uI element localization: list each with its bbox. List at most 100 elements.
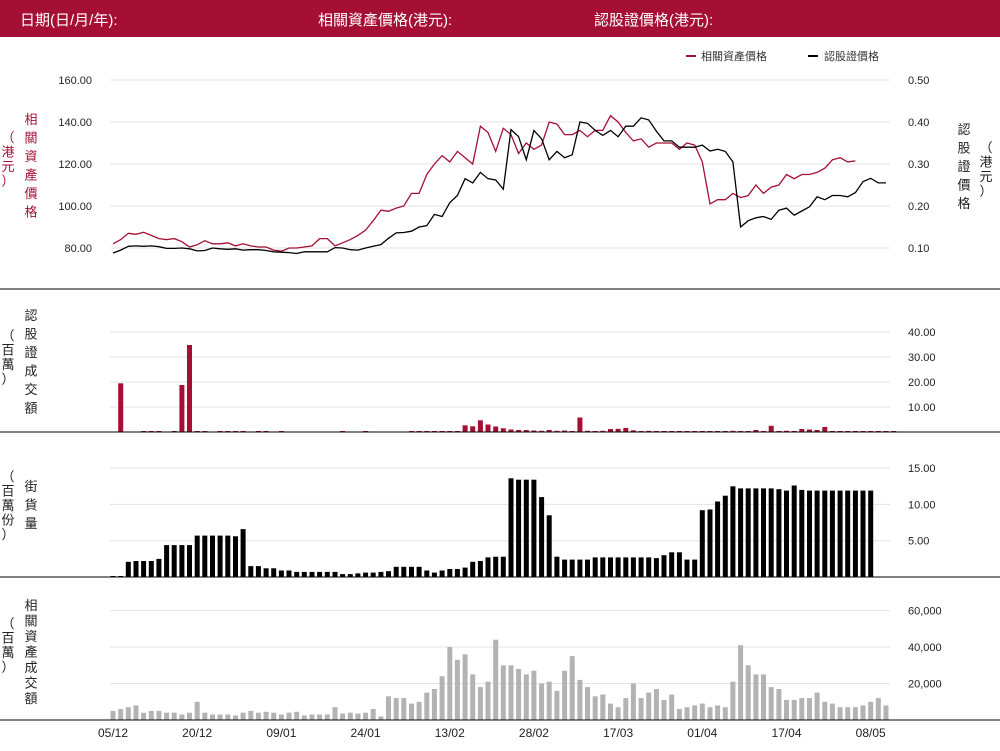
left-axis-unit-char: 港 (1, 145, 14, 160)
underlying-turnover-bar (271, 712, 277, 720)
underlying-turnover-bar (753, 674, 759, 720)
warrant-turnover-bar (523, 430, 529, 432)
outstanding-qty-bar (210, 535, 215, 577)
underlying-turnover-bar (638, 698, 644, 720)
underlying-turnover-bar (164, 712, 170, 720)
underlying-turnover-unit-char: （ (1, 616, 14, 631)
underlying-turnover-bar (187, 712, 192, 720)
outstanding-qty-bar (715, 501, 721, 577)
underlying-turnover-bar (156, 710, 162, 720)
underlying-turnover-tick-label: 40,000 (908, 642, 942, 654)
warrant-turnover-bar (531, 430, 537, 432)
outstanding-qty-bar (585, 559, 590, 577)
underlying-turnover-bar (301, 715, 307, 720)
underlying-turnover-axis-char: 產 (24, 645, 37, 660)
outstanding-qty-bar (470, 561, 476, 577)
underlying-turnover-bar (875, 698, 881, 720)
outstanding-qty-tick-label: 5.00 (908, 536, 929, 548)
outstanding-qty-bar (340, 574, 346, 577)
underlying-turnover-bar (217, 714, 223, 720)
underlying-turnover-bar (148, 710, 154, 720)
underlying-turnover-bar (707, 707, 713, 720)
underlying-turnover-bar (608, 703, 613, 720)
outstanding-qty-bar (187, 545, 192, 577)
right-axis-unit-char: （ (979, 140, 992, 155)
outstanding-qty-bar (439, 570, 445, 577)
outstanding-qty-bar (799, 489, 805, 577)
underlying-turnover-bar (286, 712, 292, 720)
outstanding-qty-tick-label: 10.00 (908, 499, 936, 511)
x-tick-label: 01/04 (687, 726, 717, 740)
underlying-turnover-bar (692, 705, 698, 720)
outstanding-qty-bar (248, 566, 254, 577)
warrant-turnover-unit-char: （ (1, 328, 14, 343)
outstanding-qty-bar (240, 529, 246, 577)
left-tick-label: 80.00 (64, 243, 92, 255)
underlying-turnover-bar (523, 674, 529, 720)
warrant-turnover-bar (508, 429, 514, 432)
left-axis-label-char: 資 (24, 149, 37, 164)
underlying-turnover-bar (531, 670, 537, 720)
outstanding-qty-bar (294, 571, 300, 577)
outstanding-qty-bar (539, 497, 545, 577)
right-tick-label: 0.50 (908, 75, 929, 87)
underlying-turnover-bar (516, 668, 522, 720)
warrant-turnover-bar (807, 429, 812, 432)
warrant-turnover-unit-char: 百 (1, 343, 14, 358)
underlying-turnover-bar (784, 699, 789, 720)
outstanding-qty-bar (676, 552, 682, 577)
underlying-turnover-bar (225, 714, 231, 720)
warrant-turnover-bar (500, 428, 506, 433)
outstanding-qty-bar (431, 572, 437, 577)
underlying-turnover-bar (577, 679, 583, 720)
legend-label-warrant: 認股證價格 (824, 49, 879, 63)
outstanding-qty-bar (447, 569, 453, 577)
warrant-turnover-unit-char: ） (1, 372, 14, 387)
outstanding-qty-bar (278, 570, 284, 577)
warrant-turnover-bar (562, 430, 568, 432)
underlying-turnover-bar (355, 713, 361, 720)
outstanding-qty-bar (791, 485, 797, 577)
underlying-turnover-bar (653, 689, 659, 720)
right-axis-unit-char: ） (979, 184, 992, 199)
right-tick-label: 0.10 (908, 243, 929, 255)
underlying-turnover-bar (722, 707, 728, 720)
outstanding-qty-bar (531, 479, 537, 577)
underlying-turnover-bar (294, 711, 300, 720)
outstanding-qty-bar (225, 535, 231, 577)
underlying-turnover-bar (822, 701, 828, 721)
right-axis-unit-char: 元 (979, 169, 992, 184)
outstanding-qty-bar (462, 567, 468, 577)
outstanding-qty-bar (761, 488, 766, 577)
warrant-turnover-bar (493, 426, 499, 432)
warrant-turnover-bar (187, 345, 192, 432)
warrant-turnover-bar (516, 430, 522, 432)
underlying-turnover-bar (133, 705, 139, 720)
left-axis-unit-char: 元 (1, 159, 14, 174)
underlying-turnover-bar (554, 690, 560, 720)
warrant-turnover-bar (485, 424, 491, 432)
underlying-turnover-bar (240, 712, 246, 720)
outstanding-qty-bar (638, 557, 644, 577)
underlying-turnover-bar (814, 692, 820, 720)
underlying-turnover-bar (684, 707, 690, 720)
underlying-turnover-bar (493, 639, 499, 720)
outstanding-qty-bar (386, 571, 391, 577)
underlying-turnover-bar (860, 705, 866, 720)
outstanding-qty-bar (661, 555, 667, 577)
warrant-turnover-axis-char: 證 (24, 345, 37, 360)
underlying-turnover-bar (416, 701, 422, 721)
outstanding-qty-unit-char: ） (1, 527, 14, 542)
outstanding-qty-bar (807, 490, 812, 577)
outstanding-qty-bar (768, 488, 774, 577)
outstanding-qty-unit-char: 萬 (1, 498, 14, 513)
warrant-turnover-bar (822, 427, 828, 432)
warrant-turnover-axis-char: 額 (24, 401, 37, 416)
outstanding-qty-bar (829, 490, 835, 577)
outstanding-qty-bar (554, 556, 560, 577)
x-tick-label: 17/04 (771, 726, 801, 740)
outstanding-qty-bar (125, 561, 131, 577)
outstanding-qty-bar (347, 574, 353, 577)
underlying-turnover-bar (745, 665, 751, 721)
underlying-turnover-bar (202, 712, 208, 720)
